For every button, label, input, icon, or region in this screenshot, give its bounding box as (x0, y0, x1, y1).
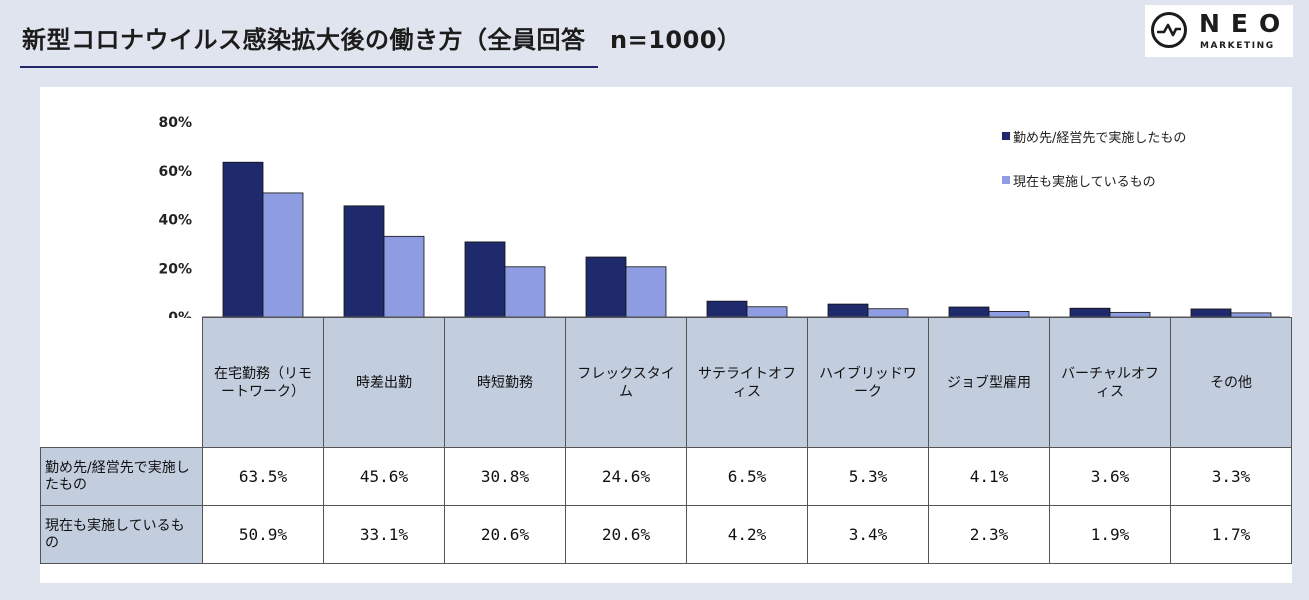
legend-label-series2: 現在も実施しているもの (1013, 174, 1156, 190)
value-cell: 5.3% (807, 447, 929, 506)
table-row: 勤め先/経営先で実施したもの 63.5% 45.6% 30.8% 24.6% 6… (40, 447, 1292, 506)
title-underline (20, 66, 598, 68)
page-title: 新型コロナウイルス感染拡大後の働き方（全員回答 n=1000） (22, 26, 742, 54)
legend-label-series1: 勤め先/経営先で実施したもの (1013, 130, 1187, 146)
bar-series2 (383, 235, 425, 318)
category-cell: バーチャルオフィス (1049, 317, 1171, 448)
bar-series2 (867, 308, 909, 318)
value-cell: 20.6% (444, 505, 566, 564)
logo-subtext: MARKETING (1200, 41, 1275, 51)
legend-item-series2: 現在も実施しているもの (1002, 171, 1186, 190)
bar-series1 (222, 161, 264, 318)
value-cell: 63.5% (202, 447, 324, 506)
value-cell: 20.6% (565, 505, 687, 564)
y-tick-label: 80% (158, 115, 192, 131)
value-cell: 1.7% (1170, 505, 1292, 564)
bar-series1 (464, 241, 506, 318)
value-cell: 45.6% (323, 447, 445, 506)
category-header-row: 在宅勤務（リモートワーク） 時差出勤 時短勤務 フレックスタイム サテライトオフ… (40, 317, 1292, 448)
value-cell: 3.3% (1170, 447, 1292, 506)
legend-swatch-series1 (1002, 132, 1010, 140)
bar-series2 (625, 266, 667, 318)
value-cell: 4.1% (928, 447, 1050, 506)
category-cell: 時短勤務 (444, 317, 566, 448)
bar-series2 (504, 266, 546, 318)
bar-series1 (343, 205, 385, 318)
category-cell: サテライトオフィス (686, 317, 808, 448)
category-cell: 在宅勤務（リモートワーク） (202, 317, 324, 448)
legend-swatch-series2 (1002, 176, 1010, 184)
y-tick-label: 60% (158, 164, 192, 180)
bar-series1 (827, 303, 869, 318)
bar-series1 (706, 300, 748, 318)
y-tick-label: 40% (158, 213, 192, 229)
row-header-series1: 勤め先/経営先で実施したもの (40, 447, 203, 506)
logo-pulse-icon (1151, 12, 1187, 48)
value-cell: 50.9% (202, 505, 324, 564)
value-cell: 3.6% (1049, 447, 1171, 506)
y-tick-label: 0% (168, 310, 192, 319)
bar-chart: 0% 20% 40% 60% 80% (158, 115, 1290, 319)
y-tick-label: 20% (158, 261, 192, 277)
category-cell: 時差出勤 (323, 317, 445, 448)
row-header-series2: 現在も実施しているもの (40, 505, 203, 564)
legend: 勤め先/経営先で実施したもの 現在も実施しているもの (1002, 127, 1186, 215)
bar-series1 (948, 306, 990, 318)
bar-series1 (1069, 307, 1111, 318)
neo-marketing-logo: NEO MARKETING (1145, 5, 1293, 57)
category-cell: ハイブリッドワーク (807, 317, 929, 448)
category-cell: ジョブ型雇用 (928, 317, 1050, 448)
y-axis-ticks: 0% 20% 40% 60% 80% (158, 115, 192, 319)
bar-series2 (262, 192, 304, 318)
bar-series1 (585, 256, 627, 318)
table-row: 現在も実施しているもの 50.9% 33.1% 20.6% 20.6% 4.2%… (40, 505, 1292, 564)
table-corner (40, 317, 203, 448)
value-cell: 24.6% (565, 447, 687, 506)
legend-item-series1: 勤め先/経営先で実施したもの (1002, 127, 1187, 146)
value-cell: 33.1% (323, 505, 445, 564)
data-table: 在宅勤務（リモートワーク） 時差出勤 時短勤務 フレックスタイム サテライトオフ… (40, 317, 1292, 564)
value-cell: 6.5% (686, 447, 808, 506)
value-cell: 4.2% (686, 505, 808, 564)
bar-series2 (746, 306, 788, 318)
category-cell: その他 (1170, 317, 1292, 448)
chart-panel: 0% 20% 40% 60% 80% 勤め先/経営先で実施したもの 現在も実施しているも… (40, 87, 1292, 583)
value-cell: 2.3% (928, 505, 1050, 564)
value-cell: 30.8% (444, 447, 566, 506)
value-cell: 1.9% (1049, 505, 1171, 564)
bars (222, 161, 1272, 318)
category-cell: フレックスタイム (565, 317, 687, 448)
bar-series1 (1190, 308, 1232, 318)
logo-word: NEO (1199, 9, 1292, 38)
value-cell: 3.4% (807, 505, 929, 564)
